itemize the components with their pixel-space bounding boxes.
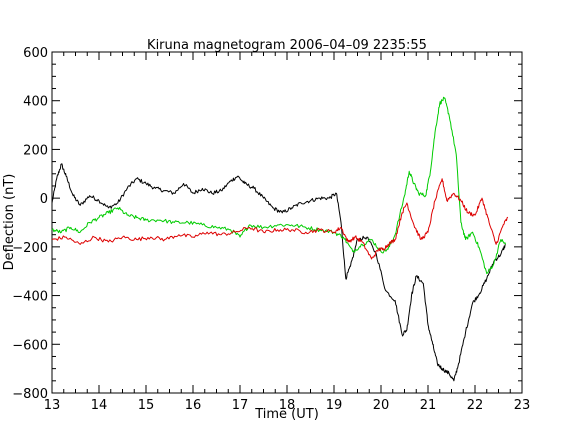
y-tick-label: −200 xyxy=(12,241,48,256)
x-axis-label: Time (UT) xyxy=(254,407,319,422)
series-black-line xyxy=(51,163,506,382)
y-tick-label: 200 xyxy=(23,143,48,158)
x-tick-label: 15 xyxy=(138,398,155,413)
x-tick-label: 17 xyxy=(232,398,249,413)
y-tick-label: −400 xyxy=(12,290,48,305)
x-tick-label: 21 xyxy=(420,398,437,413)
y-tick-label: 600 xyxy=(23,46,48,61)
x-tick-label: 13 xyxy=(44,398,61,413)
x-tick-label: 19 xyxy=(326,398,343,413)
x-tick-label: 14 xyxy=(91,398,108,413)
series-green-line xyxy=(51,96,506,275)
axis-ticks xyxy=(51,51,523,394)
x-tick-label: 20 xyxy=(373,398,390,413)
x-tick-label: 23 xyxy=(514,398,531,413)
y-tick-label: 0 xyxy=(40,192,48,207)
tick-labels: 13 14 15 16 17 18 19 20 21 22 23 −800 −600 −400 −200 0 2… xyxy=(12,46,530,413)
y-axis-label: Deflection (nT) xyxy=(2,174,17,271)
y-tick-label: 400 xyxy=(23,95,48,110)
y-tick-label: −800 xyxy=(12,387,48,402)
chart-title: Kiruna magnetogram 2006–04–09 2235:55 xyxy=(147,38,427,53)
series-red-line xyxy=(51,178,509,260)
series-layer xyxy=(51,96,509,382)
x-tick-label: 18 xyxy=(279,398,296,413)
x-tick-label: 22 xyxy=(467,398,484,413)
x-tick-label: 16 xyxy=(185,398,202,413)
y-tick-label: −600 xyxy=(12,338,48,353)
